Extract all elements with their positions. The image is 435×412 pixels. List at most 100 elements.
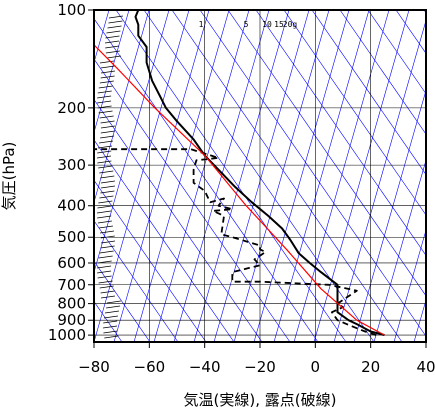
wind-barb bbox=[97, 205, 112, 209]
wind-barb bbox=[99, 60, 114, 64]
mixing-ratio-label: 20g bbox=[283, 20, 298, 29]
wind-barb bbox=[100, 290, 115, 294]
wind-barb bbox=[98, 225, 114, 229]
wind-barb bbox=[97, 105, 112, 109]
wind-barb bbox=[97, 215, 112, 219]
adiabat-line bbox=[199, 10, 426, 337]
isotherm-line bbox=[94, 10, 130, 134]
wind-barb bbox=[97, 90, 112, 94]
adiabat-line bbox=[94, 18, 319, 342]
wind-barb bbox=[104, 40, 120, 44]
wind-barb bbox=[108, 15, 124, 19]
wind-barb bbox=[100, 190, 115, 194]
profile-series bbox=[94, 10, 385, 337]
wind-barb bbox=[99, 140, 114, 144]
x-tick-label: −40 bbox=[189, 358, 221, 376]
y-axis-title: 気圧(hPa) bbox=[0, 142, 18, 211]
wind-barb bbox=[104, 310, 120, 314]
y-tick-label: 1000 bbox=[48, 326, 86, 344]
isotherm-line bbox=[133, 10, 230, 342]
x-axis-title: 気温(実線), 露点(破線) bbox=[184, 391, 337, 409]
wind-barb bbox=[100, 120, 115, 124]
adiabat-line bbox=[283, 10, 426, 216]
x-tick-label: 0 bbox=[311, 358, 321, 376]
wind-barb bbox=[106, 300, 121, 304]
isotherm-line bbox=[113, 10, 210, 342]
isotherm-line bbox=[94, 10, 150, 204]
wind-barb bbox=[105, 50, 120, 54]
adiabat-line bbox=[94, 220, 179, 342]
wind-barb bbox=[100, 65, 115, 69]
adiabat-line bbox=[311, 10, 426, 176]
adiabat-line bbox=[94, 98, 263, 342]
wind-barb bbox=[100, 125, 116, 129]
y-tick-label: 400 bbox=[57, 197, 86, 215]
y-tick-label: 500 bbox=[57, 228, 86, 246]
y-tick-label: 700 bbox=[57, 276, 86, 294]
wind-barb bbox=[97, 220, 112, 224]
wind-barb bbox=[105, 35, 120, 39]
wind-barb bbox=[100, 70, 116, 74]
isotherm-line bbox=[413, 298, 426, 342]
wind-barb bbox=[97, 160, 112, 164]
isotherm-line bbox=[273, 10, 370, 342]
wind-barb bbox=[99, 115, 114, 119]
adiabat-line bbox=[227, 10, 426, 297]
wind-barb bbox=[99, 170, 114, 174]
wind-barb bbox=[100, 130, 115, 134]
isotherm-line bbox=[153, 10, 250, 342]
wind-barb bbox=[96, 210, 112, 214]
wind-barb bbox=[99, 195, 114, 199]
x-tick-label: −60 bbox=[134, 358, 166, 376]
wind-barb bbox=[100, 235, 115, 239]
isotherm-line bbox=[94, 10, 170, 274]
isotherm-line bbox=[293, 10, 390, 342]
wind-barb bbox=[99, 285, 114, 289]
adiabat-line bbox=[367, 10, 426, 95]
wind-barb bbox=[106, 30, 121, 34]
wind-barb bbox=[98, 85, 113, 89]
wind-barb bbox=[100, 245, 115, 249]
mixing-ratio-label: 1 bbox=[199, 20, 204, 29]
x-tick-label: 20 bbox=[361, 358, 380, 376]
mixing-ratio-label: 10 bbox=[262, 20, 272, 29]
y-tick-label: 600 bbox=[57, 254, 86, 272]
isotherm-line bbox=[213, 10, 310, 342]
wind-barb bbox=[100, 175, 115, 179]
wind-barb bbox=[97, 95, 112, 99]
mixing-ratio-label: 5 bbox=[244, 20, 249, 29]
isotherm-line bbox=[313, 10, 410, 342]
wind-barb bbox=[100, 180, 115, 184]
adiabat-line bbox=[143, 10, 375, 342]
y-tick-label: 300 bbox=[57, 156, 86, 174]
wind-barb bbox=[100, 185, 115, 189]
isotherm-line bbox=[353, 89, 426, 342]
x-tick-label: 40 bbox=[416, 358, 435, 376]
wind-barb bbox=[100, 75, 115, 79]
y-tick-label: 100 bbox=[57, 1, 86, 19]
adiabat-line bbox=[255, 10, 426, 256]
y-tick-label: 800 bbox=[57, 295, 86, 313]
x-tick-label: −20 bbox=[244, 358, 276, 376]
wind-barb bbox=[100, 295, 116, 299]
wind-barb bbox=[107, 25, 122, 29]
isotherm-line bbox=[333, 19, 426, 342]
wind-barb bbox=[100, 135, 115, 139]
isotherm-line bbox=[373, 159, 426, 342]
wind-barb bbox=[103, 315, 118, 319]
wind-barb bbox=[108, 20, 123, 24]
adiabat-line bbox=[339, 10, 426, 135]
wind-barb bbox=[97, 150, 112, 154]
isotherm-line bbox=[393, 229, 426, 342]
wind-barb bbox=[98, 200, 113, 204]
wind-barb bbox=[106, 305, 121, 309]
dewpoint-line bbox=[94, 148, 377, 336]
wind-barb bbox=[103, 330, 118, 334]
adiabat-line bbox=[115, 10, 347, 342]
adiabat-line bbox=[94, 179, 207, 342]
x-axis-ticks: −80 −60 −40 −20 0 20 40 bbox=[78, 342, 435, 376]
wind-barb bbox=[103, 320, 118, 324]
wind-barbs bbox=[96, 15, 124, 339]
